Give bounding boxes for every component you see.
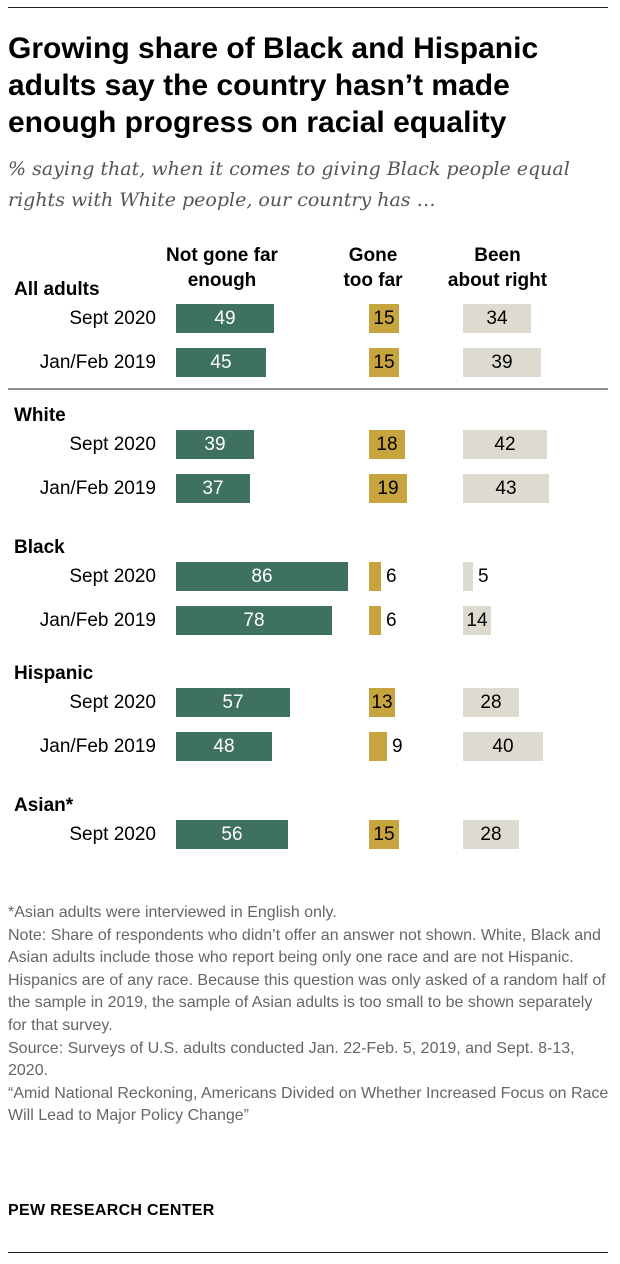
bar-too-far: [369, 430, 405, 459]
column-header-line: about right: [447, 270, 548, 291]
bar-about-right: [463, 430, 547, 459]
column-header-line: enough: [187, 270, 257, 291]
data-label: 15: [373, 352, 395, 373]
bar-not-far: [176, 606, 332, 635]
group-separator: [8, 388, 608, 390]
bar-too-far: [369, 304, 399, 333]
data-label: 48: [213, 736, 235, 757]
data-label: 14: [466, 610, 488, 631]
data-label: 6: [386, 566, 397, 587]
bar-too-far: [369, 688, 395, 717]
data-label: 15: [373, 308, 395, 329]
report-title: “Amid National Reckoning, Americans Divi…: [8, 1084, 609, 1125]
column-header-line: Been: [474, 245, 521, 266]
bar-too-far: [369, 474, 407, 503]
data-label: 34: [486, 308, 508, 329]
chart-subtitle: % saying that, when it comes to giving B…: [8, 158, 570, 211]
data-label: 42: [494, 434, 516, 455]
note-text: Note: Share of respondents who didn’t of…: [8, 926, 606, 1034]
bar-not-far: [176, 562, 348, 591]
bar-about-right: [463, 304, 531, 333]
pew-research-center-logo: PEW RESEARCH CENTER: [8, 1202, 215, 1219]
group-label: All adults: [14, 279, 100, 300]
bar-too-far: [369, 732, 387, 761]
bar-too-far: [369, 820, 399, 849]
column-header-line: too far: [343, 270, 403, 291]
data-label: 39: [204, 434, 226, 455]
row-label: Sept 2020: [69, 566, 156, 587]
bar-about-right: [463, 562, 473, 591]
row-label: Sept 2020: [69, 692, 156, 713]
bar-too-far: [369, 606, 381, 635]
column-header-not-far-enough: Not gone far enough: [147, 243, 297, 293]
bar-about-right: [463, 820, 519, 849]
column-header-line: Not gone far: [166, 245, 278, 266]
column-header-gone-too-far: Gone too far: [323, 243, 423, 293]
bar-not-far: [176, 430, 254, 459]
footnote-asian: *Asian adults were interviewed in Englis…: [8, 904, 337, 921]
row-label: Jan/Feb 2019: [39, 610, 156, 631]
column-header-line: Gone: [348, 245, 398, 266]
bar-not-far: [176, 474, 250, 503]
group-label: White: [14, 405, 66, 426]
bottom-rule: [8, 1252, 608, 1253]
source-text: Source: Surveys of U.S. adults conducted…: [8, 1039, 575, 1080]
bar-about-right: [463, 348, 541, 377]
bar-not-far: [176, 820, 288, 849]
column-header-about-right: Been about right: [430, 243, 565, 293]
row-label: Sept 2020: [69, 434, 156, 455]
row-label: Sept 2020: [69, 824, 156, 845]
bar-too-far: [369, 562, 381, 591]
chart-notes: *Asian adults were interviewed in Englis…: [8, 902, 612, 1128]
bar-not-far: [176, 732, 272, 761]
data-label: 56: [221, 824, 243, 845]
data-label: 9: [392, 736, 403, 757]
data-label: 28: [480, 692, 502, 713]
bar-about-right: [463, 474, 549, 503]
row-label: Jan/Feb 2019: [39, 478, 156, 499]
data-label: 39: [491, 352, 513, 373]
data-label: 19: [377, 478, 399, 499]
chart-title: Growing share of Black and Hispanic adul…: [8, 32, 539, 139]
data-label: 13: [371, 692, 393, 713]
group-label: Hispanic: [14, 663, 94, 684]
group-label: Asian*: [14, 795, 74, 816]
data-label: 43: [495, 478, 517, 499]
bar-not-far: [176, 348, 266, 377]
data-label: 57: [222, 692, 244, 713]
data-label: 78: [243, 610, 265, 631]
row-label: Jan/Feb 2019: [39, 736, 156, 757]
data-label: 37: [202, 478, 224, 499]
bar-too-far: [369, 348, 399, 377]
row-label: Sept 2020: [69, 308, 156, 329]
data-label: 28: [480, 824, 502, 845]
data-label: 45: [210, 352, 232, 373]
data-label: 6: [386, 610, 397, 631]
data-label: 86: [251, 566, 273, 587]
data-label: 40: [492, 736, 514, 757]
top-rule: [8, 7, 608, 8]
bar-about-right: [463, 688, 519, 717]
row-label: Jan/Feb 2019: [39, 352, 156, 373]
data-label: 15: [373, 824, 395, 845]
bar-about-right: [463, 606, 491, 635]
data-label: 5: [478, 566, 489, 587]
data-label: 49: [214, 308, 236, 329]
bar-not-far: [176, 304, 274, 333]
bar-about-right: [463, 732, 543, 761]
group-label: Black: [14, 537, 65, 558]
data-label: 18: [376, 434, 398, 455]
bar-not-far: [176, 688, 290, 717]
